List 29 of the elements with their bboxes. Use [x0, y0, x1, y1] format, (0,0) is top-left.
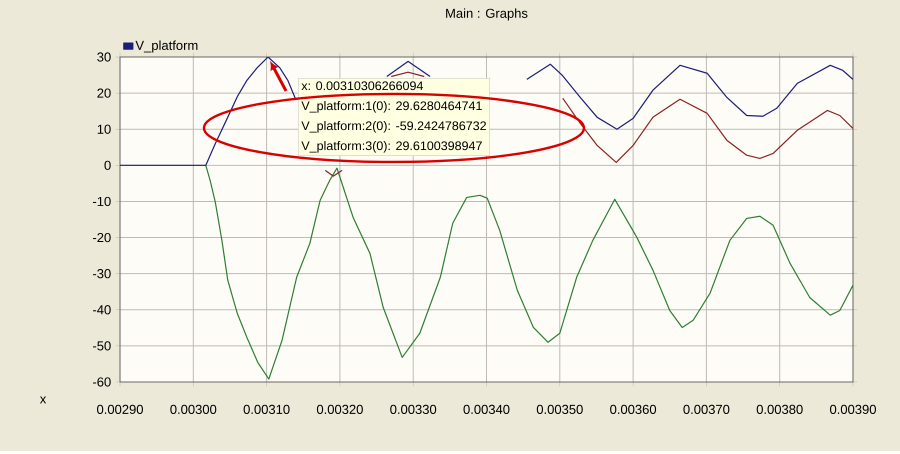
x-tick-label: 0.00290	[97, 404, 143, 414]
y-tick-label: 0	[104, 160, 111, 170]
line-series	[205, 164, 853, 380]
y-tick-label: -30	[93, 269, 111, 278]
x-tick-label: 0.00360	[610, 404, 656, 414]
x-tick-label: 0.00310	[244, 404, 290, 414]
y-tick-label: -60	[93, 377, 111, 387]
y-tick-label: -40	[93, 305, 111, 314]
x-tick-label: 0.00350	[536, 404, 583, 414]
x-tick-label: 0.00330	[390, 404, 436, 414]
y-tick-label: 20	[97, 88, 111, 98]
chart-title: Main : Graphs	[446, 8, 528, 20]
annotation: V_platform:2(0): -59.2424786732	[301, 120, 486, 133]
y-tick-label: 30	[97, 52, 111, 62]
x-tick-label: 0.00380	[756, 404, 803, 414]
x-tick-label: 0.00320	[316, 404, 363, 414]
y-tick-label: -50	[93, 341, 111, 350]
x-tick-label: 0.00390	[830, 404, 876, 414]
y-tick-label: -20	[93, 232, 111, 242]
annotation: V_platform:3(0): 29.6100398947	[301, 140, 482, 153]
x-tick-label: 0.00340	[464, 404, 510, 414]
x-tick-label: 0.00300	[170, 404, 216, 414]
annotation: x: 0.00310306266094	[301, 81, 424, 90]
legend-label: V_platform	[135, 40, 198, 53]
annotation: V_platform:1(0): 29.6280464741	[301, 100, 482, 113]
x-axis-title: x	[40, 396, 46, 404]
y-tick-label: -10	[93, 196, 111, 206]
x-tick-label: 0.00370	[683, 404, 730, 414]
y-tick-label: 10	[98, 124, 111, 134]
